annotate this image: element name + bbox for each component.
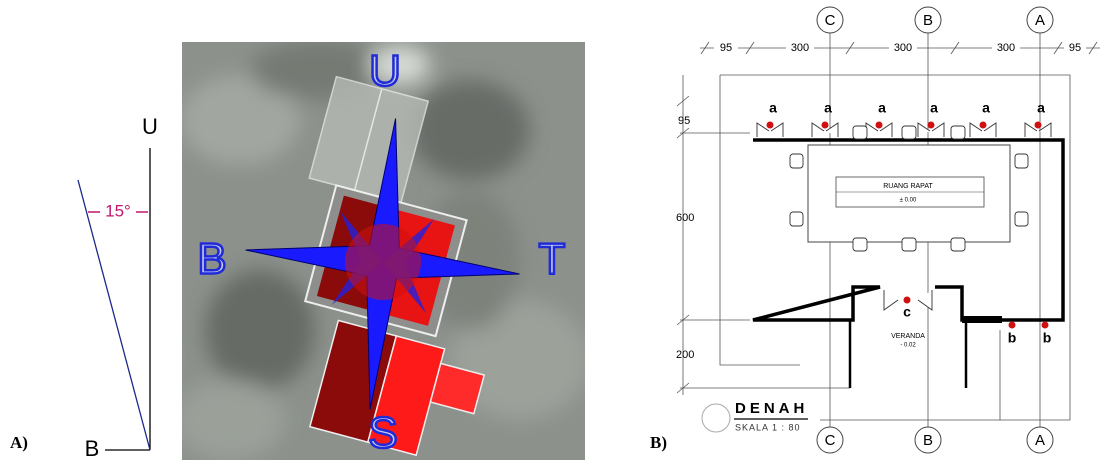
floor-plan: B) C B A C B A 95 300 300	[650, 7, 1100, 453]
dimension-label: 95	[678, 115, 690, 127]
compass-east: T	[539, 235, 566, 284]
point-label: a	[824, 100, 832, 116]
compass-north: U	[369, 47, 401, 96]
grid-label: A	[1035, 432, 1045, 449]
plan-scale: SKALA 1 : 80	[735, 422, 801, 432]
north-label: U	[142, 114, 158, 139]
dimension-label: 95	[720, 42, 732, 54]
plan-title: DENAH	[735, 400, 808, 417]
grid-label: C	[825, 12, 836, 29]
point-label: a	[878, 100, 886, 116]
point-label: a	[930, 100, 938, 116]
panel-a: 15° U B A)	[10, 114, 158, 460]
point-label: b	[1008, 330, 1017, 346]
veranda-name: VERANDA	[891, 333, 925, 340]
dimension-label: 300	[997, 42, 1015, 54]
table	[808, 145, 1010, 242]
point-label: a	[769, 100, 777, 116]
grid-label: A	[1035, 12, 1045, 29]
point-label: c	[903, 304, 911, 320]
angle-label: 15°	[105, 201, 131, 220]
compass-west: B	[197, 235, 226, 284]
grid-label: B	[923, 432, 933, 449]
satellite-image: U B T S	[175, 40, 590, 460]
room-level: ± 0.00	[900, 198, 917, 204]
rotated-line	[78, 180, 150, 450]
grid-label: C	[825, 432, 836, 449]
panel-label: B)	[650, 433, 667, 452]
dimension-label: 200	[676, 349, 694, 361]
west-label: B	[85, 436, 100, 460]
dimension-label: 600	[676, 212, 694, 224]
room-name: RUANG RAPAT	[883, 183, 933, 190]
dimension-label: 300	[894, 42, 912, 54]
panel-label: A)	[10, 433, 28, 452]
grid-label: B	[923, 12, 933, 29]
point-label: a	[982, 100, 990, 116]
compass-south: S	[368, 409, 397, 458]
point-label: a	[1037, 100, 1045, 116]
veranda-level: - 0.02	[900, 343, 916, 349]
figure: 15° U B A)	[0, 0, 1103, 460]
dimension-label: 95	[1069, 42, 1081, 54]
point-label: b	[1043, 330, 1052, 346]
dimension-label: 300	[791, 42, 809, 54]
